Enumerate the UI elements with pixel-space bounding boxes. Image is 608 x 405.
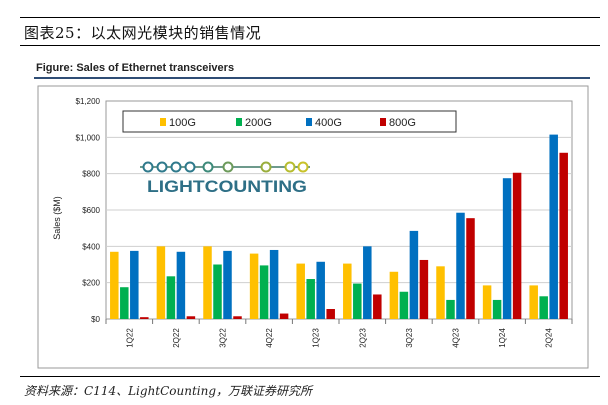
bar-100g-2q24 [529, 285, 538, 319]
logo-node-7 [260, 161, 272, 173]
bar-800g-4q22 [279, 313, 289, 319]
logo-node-2 [156, 161, 168, 173]
bar-100g-3q23 [389, 271, 399, 319]
bar-800g-1q24 [512, 172, 522, 319]
logo-node-1 [142, 161, 154, 173]
bar-400g-3q22 [223, 250, 232, 319]
legend-swatch-200g [236, 118, 242, 126]
x-tick-label: 1Q23 [312, 328, 321, 348]
document-figure-title: 图表25：以太网光模块的销售情况 [24, 24, 262, 42]
bar-100g-2q22 [156, 246, 166, 319]
legend-swatch-100g [160, 118, 166, 126]
bar-800g-2q24 [559, 152, 568, 319]
y-tick-label: $400 [82, 242, 100, 251]
y-axis: $0 $200 $400 $600 $800 $1,000 $1,200 [76, 97, 101, 324]
bar-200g-1q23 [306, 279, 315, 319]
bar-200g-1q22 [120, 287, 129, 319]
y-tick-label: $800 [82, 170, 100, 179]
bar-200g-3q22 [213, 264, 222, 319]
lightcounting-logo: LIGHTCOUNTING [140, 161, 310, 196]
bar-100g-3q22 [203, 246, 212, 319]
bar-200g-2q23 [353, 283, 362, 319]
top-rule [20, 17, 600, 18]
bar-400g-4q23 [456, 212, 465, 319]
bar-200g-1q24 [492, 299, 502, 319]
logo-wordmark: LIGHTCOUNTING [147, 177, 307, 196]
figure-title-rule [34, 77, 590, 79]
legend-label-100g: 100G [169, 117, 196, 129]
bar-800g-2q22 [186, 316, 196, 319]
legend-swatch-800g [380, 118, 386, 126]
bar-400g-1q24 [502, 178, 512, 319]
bar-800g-3q23 [419, 259, 429, 319]
bar-400g-2q22 [176, 251, 186, 319]
legend-label-400g: 400G [315, 117, 342, 129]
x-tick-label: 1Q24 [498, 328, 507, 348]
bar-100g-1q22 [110, 251, 119, 319]
legend: 100G 200G 400G 800G [160, 117, 416, 129]
bar-100g-4q23 [436, 266, 445, 319]
x-tick-label: 4Q22 [265, 328, 274, 348]
logo-node-4 [184, 161, 196, 173]
bar-100g-4q22 [249, 253, 259, 319]
bar-200g-3q23 [399, 291, 409, 319]
bars-group [110, 134, 568, 319]
legend-label-200g: 200G [245, 117, 272, 129]
x-tick-label: 2Q23 [358, 328, 367, 348]
bar-400g-4q22 [269, 249, 279, 319]
title-rule [20, 45, 600, 46]
x-tick-label: 4Q23 [452, 328, 461, 348]
bar-800g-4q23 [466, 218, 475, 319]
bar-800g-3q22 [233, 316, 242, 319]
y-axis-label: Sales ($M) [52, 196, 62, 240]
bar-200g-4q23 [446, 299, 455, 319]
bar-200g-4q22 [259, 265, 269, 319]
source-note: 资料来源：C114、LightCounting，万联证券研究所 [24, 384, 313, 398]
bar-400g-2q23 [363, 246, 372, 319]
bar-400g-2q24 [549, 134, 558, 319]
bar-200g-2q22 [166, 276, 176, 319]
bar-100g-2q23 [343, 263, 352, 319]
bar-800g-1q23 [326, 309, 335, 319]
y-tick-label: $200 [82, 279, 100, 288]
logo-node-3 [170, 161, 182, 173]
y-tick-label: $1,200 [76, 97, 101, 106]
bar-400g-1q23 [316, 261, 325, 319]
logo-node-5 [202, 161, 214, 173]
x-tick-label: 2Q22 [172, 328, 181, 348]
y-tick-label: $1,000 [76, 133, 101, 142]
bar-400g-1q22 [130, 250, 139, 319]
logo-node-6 [222, 161, 234, 173]
y-tick-label: $0 [91, 315, 100, 324]
x-tick-label: 3Q23 [405, 328, 414, 348]
bar-800g-1q22 [140, 317, 149, 319]
logo-node-9 [297, 161, 309, 173]
figure-title: Figure: Sales of Ethernet transceivers [36, 62, 235, 74]
bottom-rule [20, 376, 600, 377]
logo-node-8 [284, 161, 296, 173]
x-tick-label: 2Q24 [545, 328, 554, 348]
legend-swatch-400g [306, 118, 312, 126]
x-tick-label: 3Q22 [219, 328, 228, 348]
bar-100g-1q23 [296, 263, 305, 319]
bar-200g-2q24 [539, 296, 548, 319]
legend-box [122, 110, 457, 133]
legend-label-800g: 800G [389, 117, 416, 129]
x-tick-label: 1Q22 [125, 328, 134, 348]
bar-400g-3q23 [409, 230, 419, 319]
chart-frame [37, 85, 589, 369]
bar-800g-2q23 [373, 294, 382, 319]
bar-100g-1q24 [482, 285, 492, 319]
x-axis: 1Q22 2Q22 3Q22 4Q22 1Q23 2Q23 3Q23 4Q23 1Q24 2Q24 [105, 319, 573, 348]
y-tick-label: $600 [82, 206, 100, 215]
